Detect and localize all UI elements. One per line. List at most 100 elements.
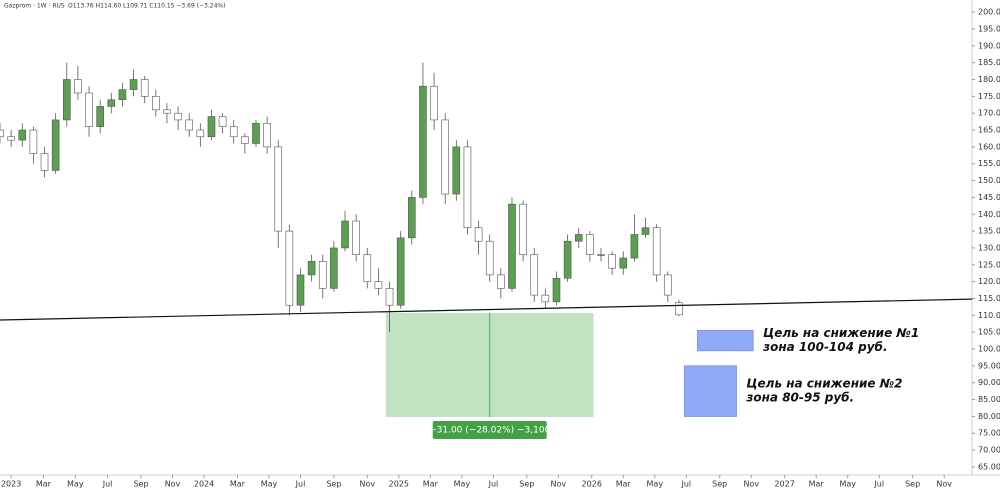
candle-body (563, 240, 572, 279)
candle-body (597, 254, 605, 256)
y-tick-label: 90.00 (978, 378, 1000, 387)
candle-body (574, 234, 583, 242)
candle-body (207, 116, 216, 138)
candle-body (85, 92, 93, 127)
y-tick-label: 180.00 (978, 75, 1000, 84)
measure-label: −31.00 (−28.02%) −3,100 (429, 426, 550, 436)
candle-body (7, 136, 15, 141)
y-tick-label: 100.00 (978, 345, 1000, 354)
x-tick-label: Sep (133, 480, 148, 489)
target-title: Цель на снижение №2 (746, 377, 902, 391)
candle-body (18, 129, 27, 141)
candle-body (675, 302, 683, 316)
candle-body (474, 227, 483, 242)
target-subtitle: зона 100-104 руб. (762, 340, 887, 354)
candle-body (185, 119, 194, 131)
x-tick-label: Mar (423, 480, 439, 489)
y-tick-label: 125.00 (978, 260, 1000, 269)
x-tick-label: Sep (326, 480, 341, 489)
candle-body (619, 257, 628, 269)
candle-body (374, 281, 383, 289)
y-tick-label: 85.00 (978, 395, 1000, 404)
x-tick-label: Mar (809, 480, 825, 489)
y-tick-label: 65.00 (978, 462, 1000, 471)
candle-body (62, 79, 71, 121)
candle-body (285, 230, 294, 306)
x-tick-label: May (67, 480, 84, 489)
candle-body (630, 234, 639, 259)
target-zone (683, 365, 737, 417)
candle-body (196, 129, 205, 138)
candle-body (129, 79, 138, 90)
x-tick-label: Sep (712, 480, 727, 489)
candle-body (274, 146, 283, 232)
candle-body (352, 220, 360, 255)
candle-body (29, 129, 38, 154)
y-tick-label: 80.00 (978, 412, 1000, 421)
candle-body (419, 85, 427, 198)
y-tick-label: 165.00 (978, 126, 1000, 135)
candle-body (252, 122, 260, 144)
trend-line (0, 298, 973, 321)
candle-body (508, 203, 516, 289)
candle-body (452, 146, 461, 195)
y-tick-label: 140.00 (978, 210, 1000, 219)
x-tick-label: May (647, 480, 664, 489)
candle-body (307, 261, 316, 276)
x-tick-label: Mar (230, 480, 246, 489)
candle-body (51, 119, 60, 171)
x-tick-label: Sep (519, 480, 534, 489)
candle-body (229, 126, 238, 138)
y-tick-label: 185.00 (978, 58, 1000, 67)
candle-body (485, 240, 494, 276)
candle-body (519, 203, 527, 255)
y-tick-label: 170.00 (978, 109, 1000, 118)
candle-body (396, 237, 405, 306)
candle-body (174, 112, 182, 121)
candle-body (118, 89, 127, 101)
x-tick-label: Nov (551, 480, 567, 489)
y-tick-label: 105.00 (978, 328, 1000, 337)
candle-body (663, 274, 672, 296)
x-tick-label: 2024 (194, 480, 214, 489)
x-tick-label: Sep (905, 480, 920, 489)
candle-body (385, 288, 394, 306)
y-tick-label: 135.00 (978, 227, 1000, 236)
candle-body (586, 234, 594, 255)
x-tick-label: Mar (36, 480, 52, 489)
candle-body (241, 136, 249, 144)
y-tick-label: 175.00 (978, 92, 1000, 101)
y-tick-label: 70.00 (978, 446, 1000, 455)
candle-body (96, 106, 104, 127)
candle-body (107, 99, 116, 107)
candle-body (430, 85, 438, 121)
chart-title: Gazprom · 1W · RUS (4, 3, 65, 10)
candle-body (608, 254, 616, 269)
x-tick-label: Nov (359, 480, 375, 489)
y-tick-label: 145.00 (978, 193, 1000, 202)
y-tick-label: 115.00 (978, 294, 1000, 303)
x-tick-label: Jul (295, 480, 306, 489)
candle-body (641, 227, 650, 235)
target-title: Цель на снижение №1 (763, 326, 919, 340)
target-zone (696, 329, 754, 352)
candle-body (463, 146, 472, 229)
y-tick-label: 110.00 (978, 311, 1000, 320)
candle-body (0, 129, 4, 138)
x-tick-label: Nov (936, 480, 952, 489)
y-tick-label: 195.00 (978, 24, 1000, 33)
x-tick-label: 2026 (582, 480, 602, 489)
candle-body (541, 294, 550, 303)
x-tick-label: Jul (102, 480, 113, 489)
x-tick-label: Jul (488, 480, 499, 489)
x-tick-label: 2025 (389, 480, 409, 489)
x-tick-label: 2027 (774, 480, 794, 489)
candle-body (341, 220, 349, 249)
candle-body (296, 274, 305, 306)
y-tick-label: 190.00 (978, 41, 1000, 50)
candle-body (330, 247, 338, 289)
candle-body (163, 109, 171, 114)
x-tick-label: 2023 (1, 480, 21, 489)
y-tick-label: 95.00 (978, 361, 1000, 370)
